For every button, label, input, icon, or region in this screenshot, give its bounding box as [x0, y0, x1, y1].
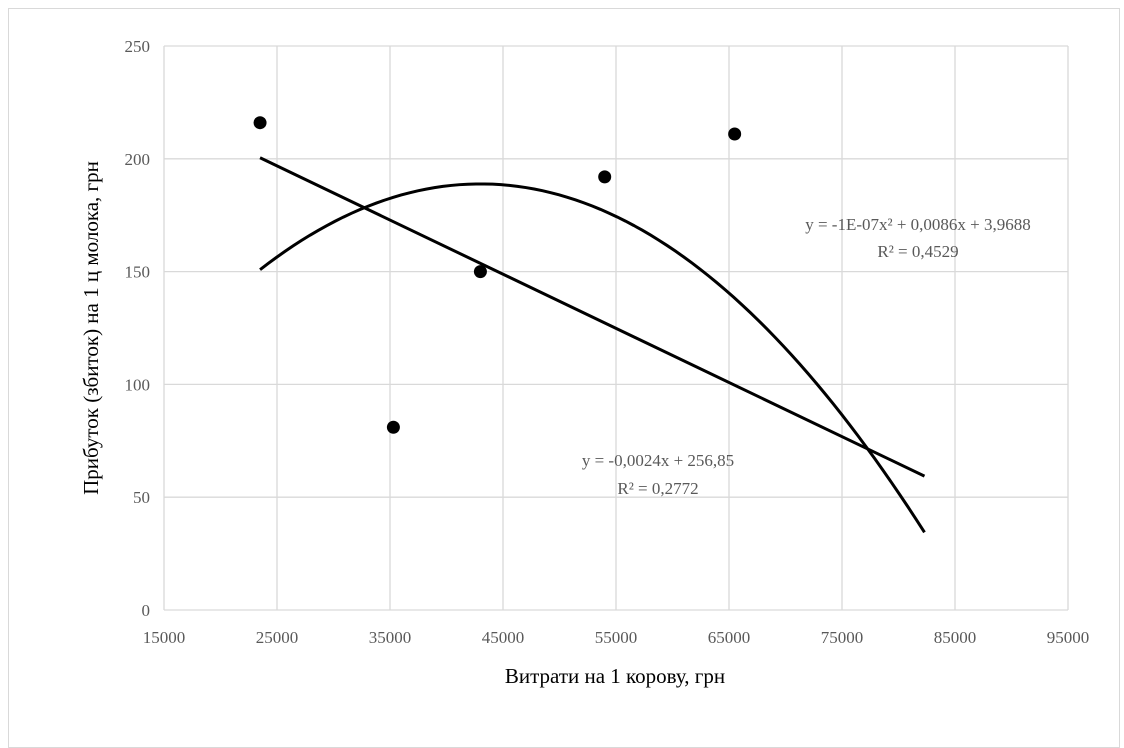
data-point [728, 127, 742, 141]
y-tick-label: 0 [142, 601, 151, 620]
x-tick-label: 65000 [708, 628, 751, 647]
y-tick-label: 50 [133, 488, 150, 507]
data-point [598, 170, 612, 184]
data-point [253, 116, 267, 130]
x-ticks: 15000 25000 35000 45000 55000 65000 75000 85000… [143, 628, 1090, 647]
data-points [253, 116, 742, 434]
x-tick-label: 95000 [1047, 628, 1090, 647]
x-tick-label: 45000 [482, 628, 525, 647]
poly-r2: R² = 0,4529 [877, 242, 958, 261]
x-tick-label: 15000 [143, 628, 186, 647]
y-tick-label: 100 [125, 375, 151, 394]
linear-trend-line [259, 156, 926, 478]
y-tick-label: 150 [125, 263, 151, 282]
x-tick-label: 35000 [369, 628, 412, 647]
trend-lines [259, 156, 926, 534]
y-tick-label: 250 [125, 37, 151, 56]
x-tick-label: 25000 [256, 628, 299, 647]
linear-equation: y = -0,0024x + 256,85 [582, 451, 734, 470]
grid [163, 45, 1069, 611]
polynomial-trend-line [259, 182, 926, 534]
y-ticks: 0 50 100 150 200 250 [125, 37, 151, 620]
poly-equation: y = -1E-07x² + 0,0086x + 3,9688 [805, 215, 1031, 234]
chart-frame [8, 8, 1120, 748]
y-tick-label: 200 [125, 150, 151, 169]
y-axis-title: Прибуток (збиток) на 1 ц молока, грн [79, 161, 103, 495]
x-tick-label: 55000 [595, 628, 638, 647]
x-tick-label: 75000 [821, 628, 864, 647]
data-point [473, 265, 487, 279]
data-point [386, 420, 400, 434]
x-axis-title: Витрати на 1 корову, грн [505, 664, 725, 688]
linear-r2: R² = 0,2772 [617, 479, 698, 498]
x-tick-label: 85000 [934, 628, 977, 647]
